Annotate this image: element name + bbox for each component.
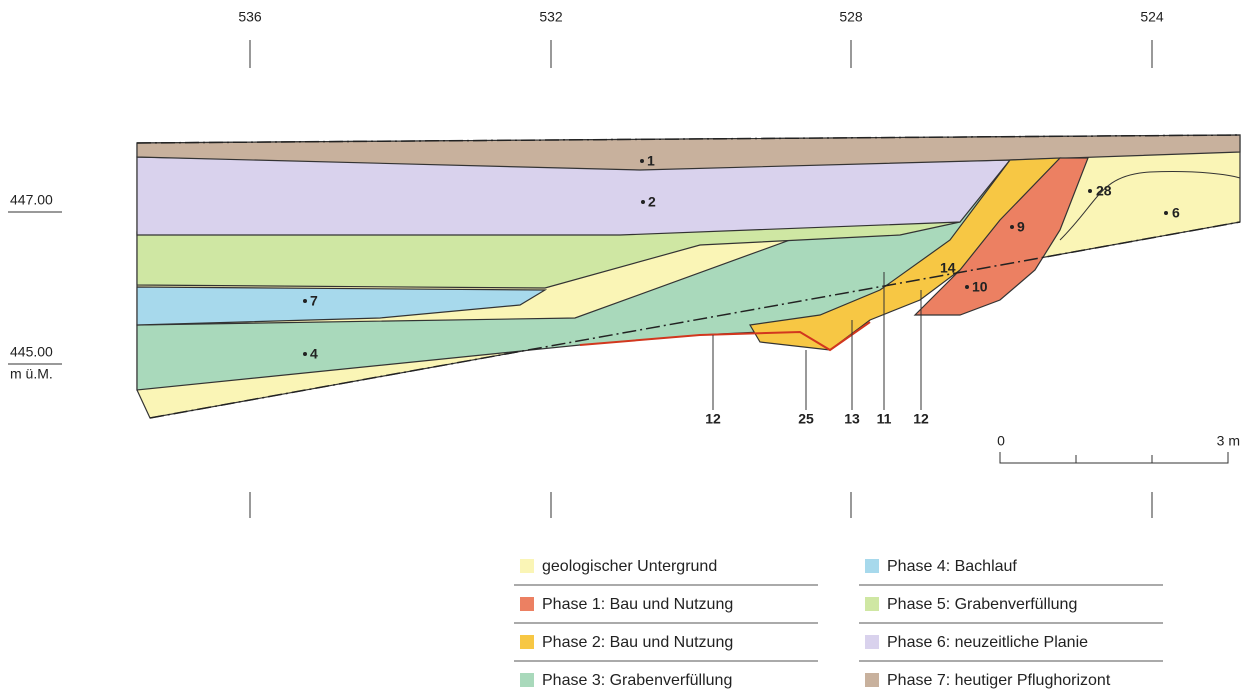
scale-end: 3 m <box>1217 433 1240 449</box>
layer-label: 7 <box>310 293 318 309</box>
labels: 536 532 528 524 447.00 445.00 m ü.M. 1 2… <box>10 9 1240 449</box>
dot <box>303 352 307 356</box>
find-label: 25 <box>798 411 814 427</box>
section-layers <box>136 134 1241 419</box>
grid-label: 536 <box>238 9 262 25</box>
layer-label: 14 <box>940 260 956 276</box>
elevation-label: m ü.M. <box>10 366 53 382</box>
dot <box>1088 189 1092 193</box>
find-label: 13 <box>844 411 860 427</box>
legend-label: Phase 1: Bau und Nutzung <box>542 596 733 613</box>
dot <box>303 299 307 303</box>
grid-label: 532 <box>539 9 563 25</box>
find-label: 12 <box>913 411 929 427</box>
grid-label: 524 <box>1140 9 1164 25</box>
grid-ticks <box>8 40 1229 518</box>
layer-label: 10 <box>972 279 988 295</box>
legend-label: Phase 5: Grabenverfüllung <box>887 596 1077 613</box>
dot <box>1164 211 1168 215</box>
section-edge <box>136 134 1241 419</box>
legend-label: Phase 3: Grabenverfüllung <box>542 672 732 689</box>
legend: geologischer Untergrund Phase 1: Bau und … <box>514 558 1163 689</box>
scale-bar <box>999 452 1229 464</box>
elevation-label: 447.00 <box>10 192 53 208</box>
layer-label: 4 <box>310 346 318 362</box>
layer-label: 6 <box>1172 205 1180 221</box>
layer-label: 1 <box>647 153 655 169</box>
layer-phase1 <box>913 157 1089 316</box>
dot <box>965 285 969 289</box>
legend-swatch <box>520 635 534 649</box>
legend-swatch <box>520 597 534 611</box>
layer-phase4 <box>136 286 548 326</box>
layer-boundary <box>1059 171 1241 241</box>
find-label: 11 <box>877 411 892 427</box>
legend-swatch <box>865 559 879 573</box>
legend-label: Phase 2: Bau und Nutzung <box>542 634 733 651</box>
legend-label: Phase 7: heutiger Pflughorizont <box>887 672 1111 689</box>
legend-swatch <box>865 597 879 611</box>
layer-dots <box>303 159 1168 356</box>
dot <box>641 200 645 204</box>
legend-label: geologischer Untergrund <box>542 558 717 575</box>
grid-label: 528 <box>839 9 863 25</box>
find-label: 12 <box>705 411 721 427</box>
layer-label: 2 <box>648 194 656 210</box>
scale-start: 0 <box>997 433 1005 449</box>
elevation-label: 445.00 <box>10 344 53 360</box>
phase1-line <box>579 321 871 352</box>
legend-swatch <box>865 635 879 649</box>
layer-label: 9 <box>1017 219 1025 235</box>
legend-label: Phase 6: neuzeitliche Planie <box>887 634 1088 651</box>
legend-swatch <box>520 559 534 573</box>
legend-label: Phase 4: Bachlauf <box>887 558 1017 575</box>
legend-swatch <box>520 673 534 687</box>
legend-swatch <box>865 673 879 687</box>
dot <box>1010 225 1014 229</box>
layer-label: 28 <box>1096 183 1112 199</box>
dot <box>640 159 644 163</box>
